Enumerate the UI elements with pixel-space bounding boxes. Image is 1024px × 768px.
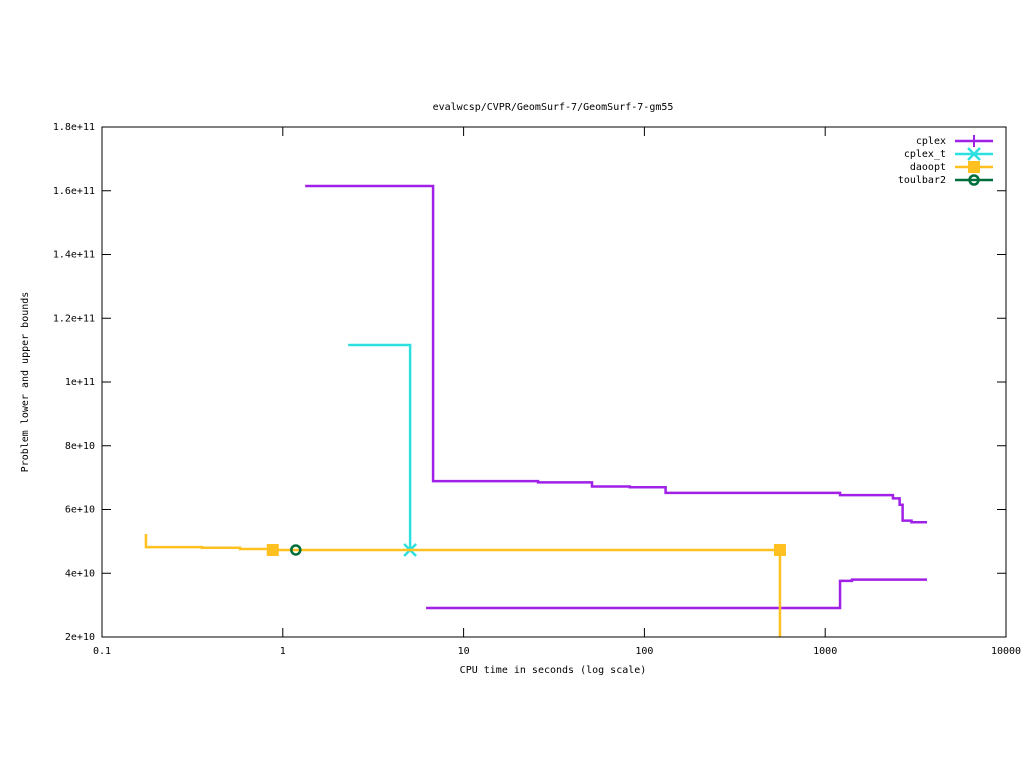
x-tick-label: 10000 <box>991 646 1021 657</box>
y-tick-label: 8e+10 <box>65 441 95 452</box>
plot-area <box>144 184 927 637</box>
legend-label: cplex <box>916 136 946 147</box>
x-tick-label: 1000 <box>813 646 837 657</box>
series-line <box>348 343 412 550</box>
series-line <box>305 184 927 610</box>
y-axis-label: Problem lower and upper bounds <box>20 292 31 473</box>
legend-marker <box>968 135 980 147</box>
x-axis-label: CPU time in seconds (log scale) <box>460 665 647 676</box>
x-tick-label: 100 <box>635 646 653 657</box>
legend-marker <box>968 161 980 173</box>
marker <box>773 543 786 556</box>
legend-marker <box>967 147 981 161</box>
marker <box>266 543 279 556</box>
x-tick-label: 1 <box>280 646 286 657</box>
x-tick-label: 0.1 <box>93 646 111 657</box>
y-tick-label: 1.2e+11 <box>53 313 95 324</box>
y-tick-label: 1.8e+11 <box>53 122 95 133</box>
y-tick-label: 1.4e+11 <box>53 250 95 261</box>
legend-label: daoopt <box>910 162 946 173</box>
legend-label: toulbar2 <box>898 175 946 186</box>
y-tick-label: 2e+10 <box>65 632 95 643</box>
legend-marker <box>968 174 980 186</box>
y-tick-label: 4e+10 <box>65 568 95 579</box>
series-line <box>144 534 782 637</box>
legend-label: cplex_t <box>904 149 946 160</box>
marker <box>290 544 302 556</box>
x-tick-label: 10 <box>458 646 470 657</box>
y-tick-label: 6e+10 <box>65 505 95 516</box>
y-tick-label: 1.6e+11 <box>53 186 95 197</box>
y-tick-label: 1e+11 <box>65 377 95 388</box>
chart-title: evalwcsp/CVPR/GeomSurf-7/GeomSurf-7-gm55 <box>433 102 674 113</box>
